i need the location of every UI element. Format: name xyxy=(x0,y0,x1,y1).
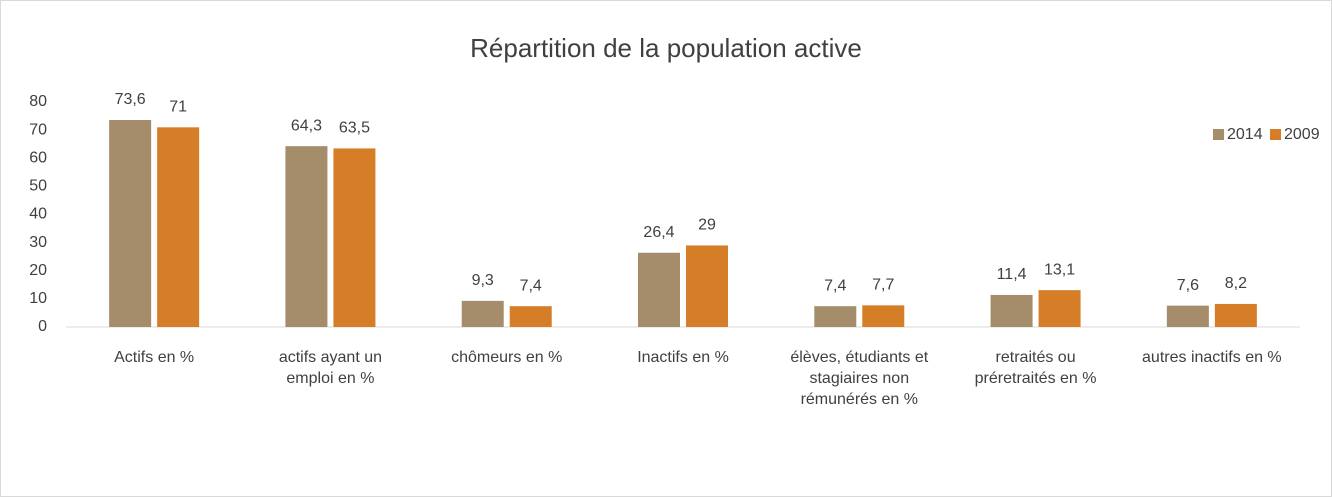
data-label: 64,3 xyxy=(291,117,322,134)
data-label: 26,4 xyxy=(643,224,674,241)
data-label: 71 xyxy=(169,99,187,116)
bar xyxy=(862,305,905,327)
bar xyxy=(990,294,1033,327)
bar xyxy=(1214,303,1257,327)
x-tick-label: retraités ou préretraités en % xyxy=(975,349,1097,387)
bar xyxy=(1038,290,1081,327)
bar xyxy=(638,252,680,327)
data-label: 9,3 xyxy=(472,272,494,289)
x-tick-label: actifs ayant un emploi en % xyxy=(279,349,382,387)
y-tick-label: 0 xyxy=(38,318,47,335)
y-tick-label: 20 xyxy=(29,262,47,279)
legend-label: 2009 xyxy=(1284,126,1320,143)
data-label: 11,4 xyxy=(997,266,1027,283)
y-tick-label: 30 xyxy=(29,234,47,251)
chart-title: Répartition de la population active xyxy=(470,33,862,63)
y-tick-label: 10 xyxy=(29,290,47,307)
y-tick-label: 70 xyxy=(29,121,47,138)
bar xyxy=(333,148,376,327)
bar xyxy=(509,306,552,327)
bar xyxy=(461,300,504,327)
x-tick-label: Actifs en % xyxy=(114,349,194,366)
x-tick-label: chômeurs en % xyxy=(451,349,562,366)
data-label: 13,1 xyxy=(1044,261,1075,278)
data-label: 63,5 xyxy=(339,120,370,137)
x-tick-label: élèves, étudiants et stagiaires non rémuné… xyxy=(790,349,928,408)
bar xyxy=(285,146,328,327)
y-tick-label: 50 xyxy=(29,178,47,195)
bar xyxy=(686,245,728,327)
y-tick-label: 80 xyxy=(29,93,47,110)
data-label: 7,4 xyxy=(824,277,846,294)
legend-swatch xyxy=(1270,129,1281,140)
bar xyxy=(109,120,152,327)
data-label: 73,6 xyxy=(115,91,146,108)
data-label: 7,6 xyxy=(1177,277,1199,294)
data-label: 7,4 xyxy=(520,277,542,294)
data-label: 29 xyxy=(698,217,716,234)
bar xyxy=(1166,305,1209,327)
bar xyxy=(157,127,200,327)
legend-label: 2014 xyxy=(1227,126,1263,143)
y-tick-label: 40 xyxy=(29,206,47,223)
data-label: 7,7 xyxy=(872,277,894,294)
data-label: 8,2 xyxy=(1225,275,1247,292)
legend-swatch xyxy=(1213,129,1224,140)
y-tick-label: 60 xyxy=(29,149,47,166)
x-tick-label: autres inactifs en % xyxy=(1142,349,1282,366)
bar xyxy=(814,306,857,327)
x-tick-label: Inactifs en % xyxy=(637,349,729,366)
